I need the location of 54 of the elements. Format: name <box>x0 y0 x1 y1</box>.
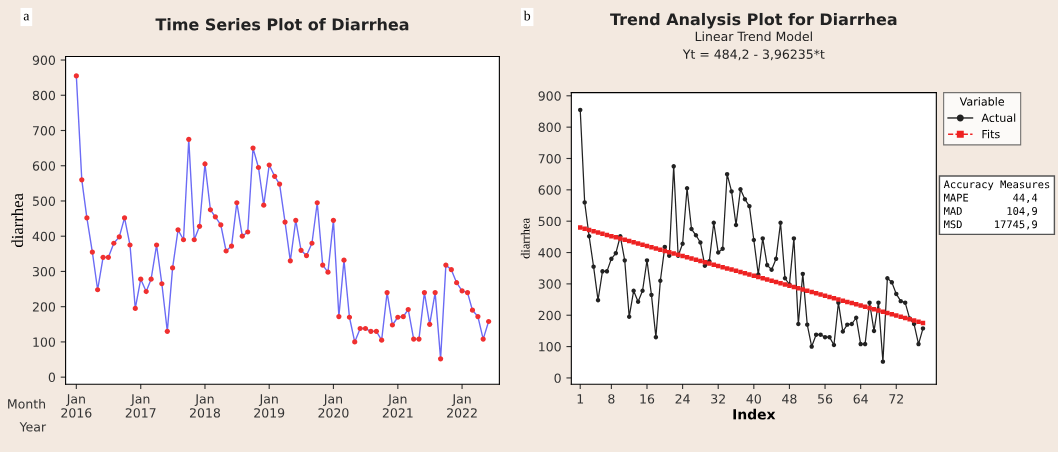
x-tick-label: 1 <box>577 394 584 404</box>
y-tick-label: 500 <box>32 196 56 206</box>
y-tick-label: 100 <box>33 337 56 347</box>
y-tick-label: 900 <box>538 91 561 101</box>
y-tick-label: 100 <box>539 342 561 352</box>
text: MAPE 44,4 <box>944 193 1038 203</box>
x-tick-label: Jan 2018 <box>189 394 221 418</box>
y-axis-title: diarrhea <box>11 193 24 248</box>
text: MSD 17745,9 <box>944 220 1037 230</box>
y-tick-label: 300 <box>538 279 561 289</box>
y-tick-label: 500 <box>538 216 561 227</box>
y-tick-label: 600 <box>538 185 561 195</box>
x-tick-label: 48 <box>782 394 797 404</box>
x-tick-label: Jan 2019 <box>254 394 285 418</box>
legend-title: Variable <box>959 97 1005 106</box>
y-tick-label: 700 <box>538 153 561 164</box>
chart-title: Time Series Plot of Diarrhea <box>155 18 409 31</box>
y-tick-label: 800 <box>32 90 56 101</box>
text: Accuracy Measures <box>943 180 1050 191</box>
y-tick-label: 400 <box>32 231 56 242</box>
legend-label: Actual <box>981 113 1016 123</box>
x-tick-label: 64 <box>853 394 868 404</box>
y-tick-label: 200 <box>538 310 561 321</box>
x-tick-label: Jan 2016 <box>61 394 92 418</box>
x-tick-label: Jan 2020 <box>318 394 349 418</box>
text: a <box>23 13 30 21</box>
chart-subtitle: Linear Trend Model Yt = 484,2 - 3,96235*t <box>682 31 825 61</box>
y-tick-label: 700 <box>33 125 56 136</box>
x-tick-label: 16 <box>640 394 655 404</box>
x-tick-label: 8 <box>608 394 615 404</box>
x-tick-label: Jan 2021 <box>382 394 413 418</box>
text: Year <box>19 422 47 432</box>
legend-label: Fits <box>982 129 1000 139</box>
x-tick-label: 40 <box>746 394 761 404</box>
y-tick-label: 300 <box>32 266 56 277</box>
x-tick-label: 32 <box>711 394 725 404</box>
y-axis-title: diarrhea <box>520 218 530 259</box>
x-tick-label: 72 <box>889 394 903 404</box>
x-tick-label: Jan 2022 <box>447 394 477 418</box>
y-tick-label: 900 <box>32 55 56 65</box>
x-tick-label: 24 <box>675 394 690 404</box>
x-axis-title: Index <box>733 408 776 420</box>
y-tick-label: 800 <box>538 122 561 133</box>
x-tick-label: 56 <box>818 394 833 404</box>
y-tick-label: 0 <box>48 372 56 383</box>
y-tick-label: 600 <box>32 161 56 171</box>
y-tick-label: 200 <box>32 302 56 312</box>
x-tick-label: Jan 2017 <box>125 394 156 418</box>
text: b <box>523 10 531 21</box>
text: MAD 104,9 <box>944 207 1037 217</box>
chart-title: Trend Analysis Plot for Diarrhea <box>610 12 897 29</box>
y-tick-label: 0 <box>554 373 561 383</box>
text: Month <box>8 398 46 409</box>
y-tick-label: 400 <box>538 248 561 258</box>
